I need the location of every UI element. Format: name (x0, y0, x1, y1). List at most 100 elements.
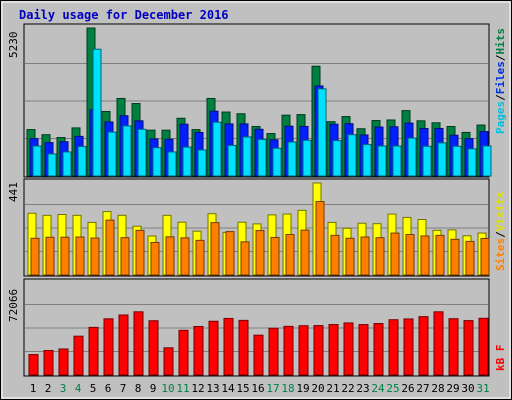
bar-pages-day-5 (92, 48, 102, 177)
bar-pages-day-13 (212, 121, 222, 177)
bar-sites-day-11 (180, 237, 190, 276)
bar-kb-f-day-3 (58, 348, 69, 376)
bar-kb-f-day-15 (238, 319, 249, 376)
bar-sites-day-10 (165, 236, 175, 276)
bar-sites-day-29 (450, 238, 460, 276)
bar-sites-day-6 (105, 219, 115, 276)
bar-pages-day-12 (197, 149, 207, 177)
x-tick-label-10: 10 (161, 382, 174, 395)
bar-sites-day-1 (30, 237, 40, 276)
legend-visits: Visits (494, 192, 507, 232)
bar-sites-day-22 (345, 237, 355, 276)
bar-kb-f-day-28 (433, 311, 444, 376)
bar-kb-f-day-4 (73, 335, 84, 376)
bar-kb-f-day-1 (28, 354, 39, 376)
bar-pages-day-14 (227, 144, 237, 177)
x-tick-label-11: 11 (176, 382, 189, 395)
bar-pages-day-11 (182, 146, 192, 177)
bar-sites-day-18 (285, 234, 295, 276)
bar-sites-day-27 (420, 235, 430, 276)
bar-kb-f-day-25 (388, 319, 399, 376)
x-tick-label-12: 12 (191, 382, 204, 395)
bar-pages-day-19 (302, 139, 312, 177)
bar-kb-f-day-12 (193, 325, 204, 376)
bar-pages-day-29 (452, 145, 462, 177)
x-tick-label-20: 20 (311, 382, 324, 395)
bar-pages-day-20 (317, 88, 327, 177)
x-tick-label-18: 18 (281, 382, 294, 395)
x-tick-label-19: 19 (296, 382, 309, 395)
chart-title: Daily usage for December 2016 (19, 8, 229, 22)
bar-sites-day-30 (465, 240, 475, 276)
x-tick-label-26: 26 (401, 382, 414, 395)
x-tick-label-29: 29 (446, 382, 459, 395)
bar-sites-day-20 (315, 201, 325, 276)
bar-pages-day-31 (482, 145, 492, 177)
bar-kb-f-day-13 (208, 320, 219, 376)
bar-pages-day-22 (347, 134, 357, 177)
bar-kb-f-day-26 (403, 318, 414, 376)
bar-pages-day-8 (137, 128, 147, 177)
x-tick-label-31: 31 (476, 382, 489, 395)
x-tick-label-9: 9 (150, 382, 157, 395)
x-tick-label-21: 21 (326, 382, 339, 395)
bar-pages-day-1 (32, 145, 42, 177)
x-tick-label-13: 13 (206, 382, 219, 395)
bar-pages-day-3 (62, 151, 72, 177)
x-tick-label-1: 1 (30, 382, 37, 395)
bar-kb-f-day-9 (148, 320, 159, 376)
x-tick-label-25: 25 (386, 382, 399, 395)
bar-kb-f-day-14 (223, 317, 234, 376)
x-tick-label-8: 8 (135, 382, 142, 395)
x-tick-label-6: 6 (105, 382, 112, 395)
bar-sites-day-16 (255, 230, 265, 276)
x-tick-label-3: 3 (60, 382, 67, 395)
bar-sites-day-24 (375, 237, 385, 276)
bar-pages-day-30 (467, 148, 477, 177)
bar-kb-f-day-31 (478, 317, 489, 376)
x-tick-label-28: 28 (431, 382, 444, 395)
bar-pages-day-4 (77, 146, 87, 177)
bar-kb-f-day-17 (268, 327, 279, 376)
bar-pages-day-24 (377, 145, 387, 177)
legend-middle: Sites/Visits (494, 192, 507, 272)
legend-sep-3: / (494, 231, 507, 238)
bar-kb-f-day-18 (283, 325, 294, 376)
bar-sites-day-2 (45, 236, 55, 276)
x-tick-label-2: 2 (45, 382, 52, 395)
bar-kb-f-day-5 (88, 326, 99, 376)
legend-sep-2: / (494, 54, 507, 61)
x-tick-label-7: 7 (120, 382, 127, 395)
bar-pages-day-16 (257, 138, 267, 177)
x-tick-label-16: 16 (251, 382, 264, 395)
bar-kb-f-day-10 (163, 347, 174, 376)
bar-kb-f-day-30 (463, 320, 474, 376)
bar-kb-f-day-21 (328, 324, 339, 376)
bar-sites-day-7 (120, 237, 130, 276)
bar-kb-f-day-24 (373, 323, 384, 376)
bar-sites-day-25 (390, 232, 400, 276)
bar-pages-day-28 (437, 142, 447, 177)
bar-sites-day-15 (240, 241, 250, 276)
bar-sites-day-14 (225, 231, 235, 276)
bar-kb-f-day-20 (313, 325, 324, 376)
legend-files: Files (494, 61, 507, 94)
x-tick-label-24: 24 (371, 382, 385, 395)
bar-kb-f-day-2 (43, 349, 54, 376)
bar-pages-day-21 (332, 140, 342, 177)
bar-sites-day-21 (330, 234, 340, 276)
legend-sites: Sites (494, 238, 507, 271)
bar-kb-f-day-19 (298, 325, 309, 376)
bar-pages-day-27 (422, 145, 432, 177)
bar-pages-day-18 (287, 141, 297, 177)
bar-pages-day-7 (122, 125, 132, 177)
bar-sites-day-4 (75, 236, 85, 276)
x-tick-label-30: 30 (461, 382, 474, 395)
x-tick-label-14: 14 (221, 382, 235, 395)
bar-pages-day-17 (272, 147, 282, 177)
x-tick-label-4: 4 (75, 382, 82, 395)
bar-sites-day-19 (300, 229, 310, 276)
x-tick-label-27: 27 (416, 382, 429, 395)
